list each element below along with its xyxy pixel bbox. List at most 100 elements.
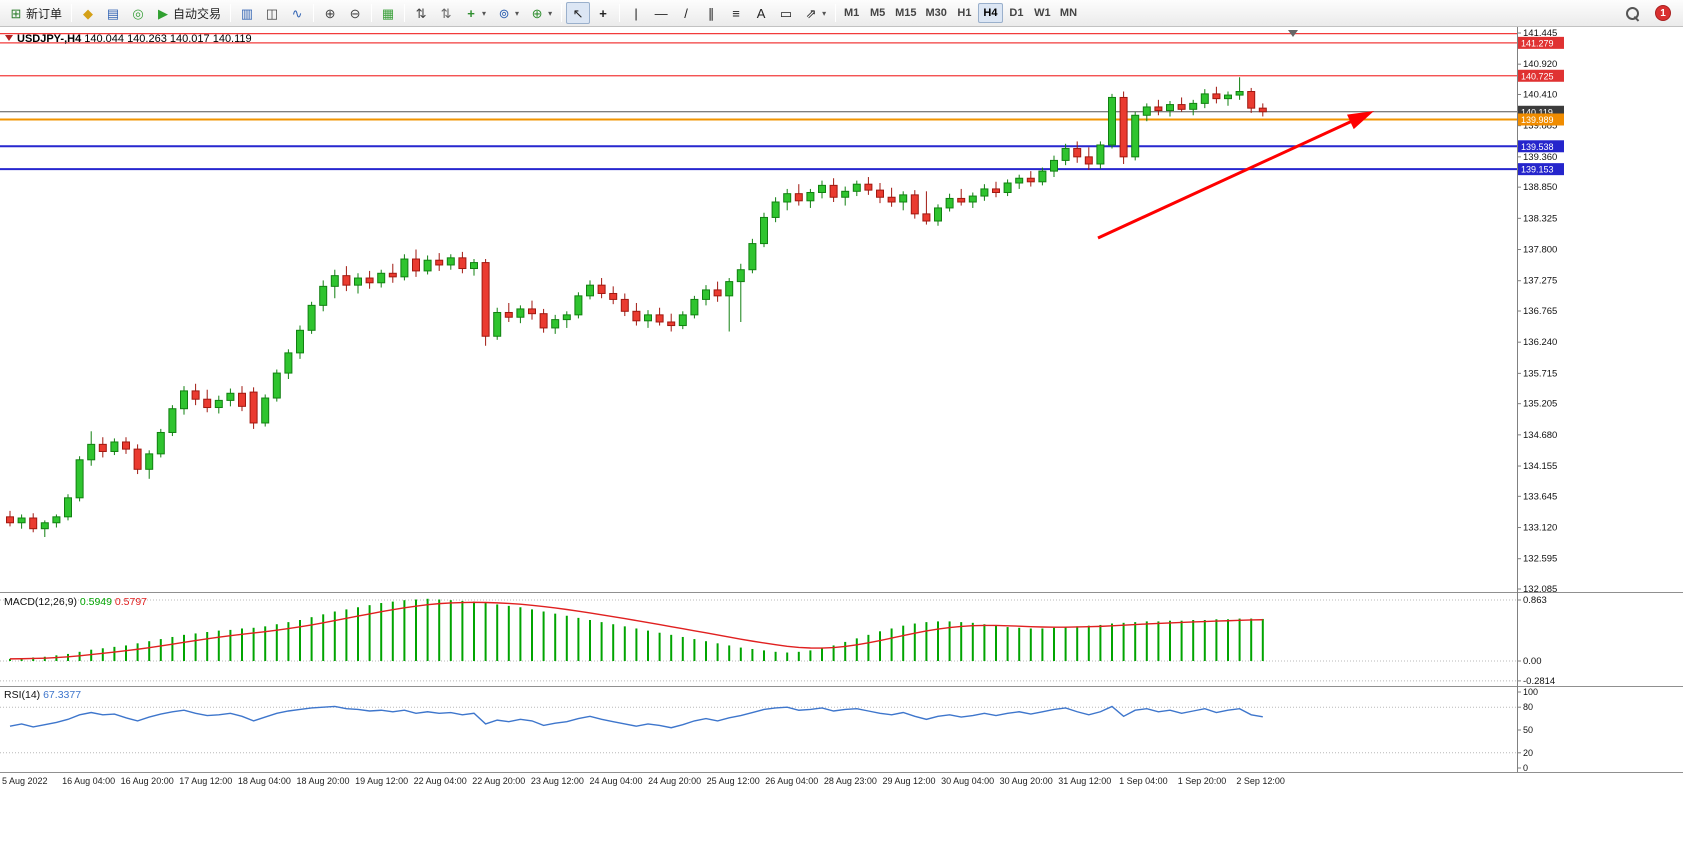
candle xyxy=(284,352,293,374)
new-order-icon: ⊞ xyxy=(10,5,22,21)
text-label-tool-button[interactable]: ▭ xyxy=(774,2,798,24)
crosshair-tool-button[interactable]: + xyxy=(591,2,615,24)
candle xyxy=(1258,107,1267,113)
price-axis[interactable]: 141.445 140.920 140.410 139.885 139.360 138.8… xyxy=(1517,28,1557,595)
candle xyxy=(110,441,119,452)
candle xyxy=(238,392,246,407)
candle xyxy=(632,310,641,322)
arrowhead xyxy=(1347,111,1374,130)
vertical-line-tool-button[interactable]: | xyxy=(624,2,648,24)
candle xyxy=(794,193,803,202)
arrange-down-button[interactable]: ⇅ xyxy=(434,2,458,24)
dropdown-arrow-icon[interactable]: ▾ xyxy=(822,8,827,18)
shapes-tool-button[interactable]: ⇗ ▾ xyxy=(799,2,831,24)
candle xyxy=(156,431,165,455)
profiles-button[interactable]: ⊚ ▾ xyxy=(492,2,524,24)
chart-canvas[interactable]: 141.445 140.920 140.410 139.885 139.360 138.8… xyxy=(0,27,1683,845)
zoom-in-button[interactable]: ⊕ xyxy=(318,2,342,24)
bars-icon: ▥ xyxy=(240,5,254,21)
candle xyxy=(574,295,583,316)
candle xyxy=(783,193,792,203)
macd-axis-label: 0.00 xyxy=(1523,656,1542,667)
macd-signal-line xyxy=(9,601,1263,660)
line-chart-mode-button[interactable]: ∿ xyxy=(285,2,309,24)
profiles-icon: ⊚ xyxy=(498,5,510,21)
time-axis-label: 31 Aug 12:00 xyxy=(1058,776,1111,786)
arrange-up-button[interactable]: ⇅ xyxy=(409,2,433,24)
candle xyxy=(934,207,942,222)
candle xyxy=(1142,106,1151,116)
navigator-button[interactable]: ◎ xyxy=(126,2,150,24)
bar-chart-mode-button[interactable]: ▥ xyxy=(235,2,259,24)
candle xyxy=(1224,94,1232,100)
fibonacci-tool-button[interactable]: ≡ xyxy=(724,2,748,24)
timeframe-m5-button[interactable]: M5 xyxy=(869,7,886,19)
new-chart-button[interactable]: + ▾ xyxy=(459,2,491,24)
rsi-axis-label: 80 xyxy=(1523,702,1533,712)
candle xyxy=(249,391,258,424)
candle xyxy=(551,319,560,329)
timeframe-w1-button[interactable]: W1 xyxy=(1034,7,1051,19)
candle xyxy=(1038,170,1047,183)
dropdown-arrow-icon[interactable]: ▾ xyxy=(548,8,553,18)
timeframe-d1-button[interactable]: D1 xyxy=(1009,7,1024,19)
dropdown-arrow-icon[interactable]: ▾ xyxy=(515,8,520,18)
candle xyxy=(1108,96,1116,146)
price-axis-label: 140.410 xyxy=(1523,89,1557,100)
timeframe-m1-button[interactable]: M1 xyxy=(843,7,860,19)
charts-panel-button[interactable]: ◆ xyxy=(76,2,100,24)
candle xyxy=(1050,159,1058,172)
search-button[interactable] xyxy=(1620,2,1645,24)
time-axis-label: 30 Aug 20:00 xyxy=(1000,776,1053,786)
new-order-label: 新订单 xyxy=(26,6,63,21)
candle xyxy=(690,298,699,316)
tile-windows-button[interactable]: ▦ xyxy=(376,2,400,24)
zoom-in-icon: ⊕ xyxy=(324,5,336,21)
crosshair-icon: + xyxy=(599,5,607,21)
new-order-button[interactable]: ⊞ 新订单 xyxy=(4,2,67,24)
horizontal-line-tool-button[interactable]: — xyxy=(649,2,673,24)
chart-shift-marker-icon[interactable] xyxy=(1288,30,1298,37)
candle xyxy=(145,453,154,470)
main-toolbar: ⊞ 新订单 ◆ ▤ ◎ ▶ 自动交易 ▥ ◫ ∿ ⊕ ⊖ ▦ ⇅ ⇅ + ▾ ⊚ ▾ ⊕ ▾ ↖ + | — / ∥ ≡ A ▭ ⇗ ▾ M1… xyxy=(0,0,1683,27)
timeframe-m15-button[interactable]: M15 xyxy=(895,7,917,19)
dropdown-arrow-icon[interactable]: ▾ xyxy=(482,8,487,18)
timeframe-m30-button[interactable]: M30 xyxy=(925,7,947,19)
cursor-tool-button[interactable]: ↖ xyxy=(566,2,591,24)
time-axis[interactable]: 5 Aug 2022 16 Aug 04:00 16 Aug 20:00 17 Aug… xyxy=(2,776,1285,786)
candle xyxy=(1189,102,1198,110)
trend-arrow-annotation[interactable] xyxy=(1097,111,1374,240)
notification-badge[interactable]: 1 xyxy=(1655,5,1671,21)
timeframe-h1-button[interactable]: H1 xyxy=(957,7,972,19)
candle xyxy=(945,197,954,209)
tile-icon: ▦ xyxy=(381,5,395,21)
indicators-list-button[interactable]: ⊕ ▾ xyxy=(525,2,557,24)
market-watch-button[interactable]: ▤ xyxy=(101,2,125,24)
candle xyxy=(330,275,339,287)
zoom-out-button[interactable]: ⊖ xyxy=(343,2,367,24)
fibo-icon: ≡ xyxy=(732,5,740,21)
candle xyxy=(760,216,768,245)
candle xyxy=(423,259,432,272)
candle xyxy=(528,308,536,315)
candle-chart-mode-button[interactable]: ◫ xyxy=(260,2,284,24)
toolbar-separator xyxy=(230,4,232,22)
price-axis-label: 133.645 xyxy=(1523,491,1557,502)
time-axis-label: 23 Aug 12:00 xyxy=(531,776,584,786)
price-axis-label: 137.275 xyxy=(1523,276,1557,287)
price-axis-label: 133.120 xyxy=(1523,523,1557,534)
candle xyxy=(829,184,838,198)
candles-icon: ◫ xyxy=(265,5,279,21)
timeframe-mn-button[interactable]: MN xyxy=(1059,7,1078,19)
price-axis-label: 138.325 xyxy=(1523,213,1557,224)
text-tool-button[interactable]: A xyxy=(749,2,773,24)
trendline-tool-button[interactable]: / xyxy=(674,2,698,24)
candle xyxy=(864,183,873,191)
timeframe-h4-button[interactable]: H4 xyxy=(977,3,1003,23)
candle xyxy=(1084,156,1093,165)
candle xyxy=(620,298,629,312)
auto-trading-button[interactable]: ▶ 自动交易 xyxy=(151,2,226,24)
candle xyxy=(1061,148,1070,161)
channel-tool-button[interactable]: ∥ xyxy=(699,2,723,24)
candle xyxy=(400,258,409,278)
